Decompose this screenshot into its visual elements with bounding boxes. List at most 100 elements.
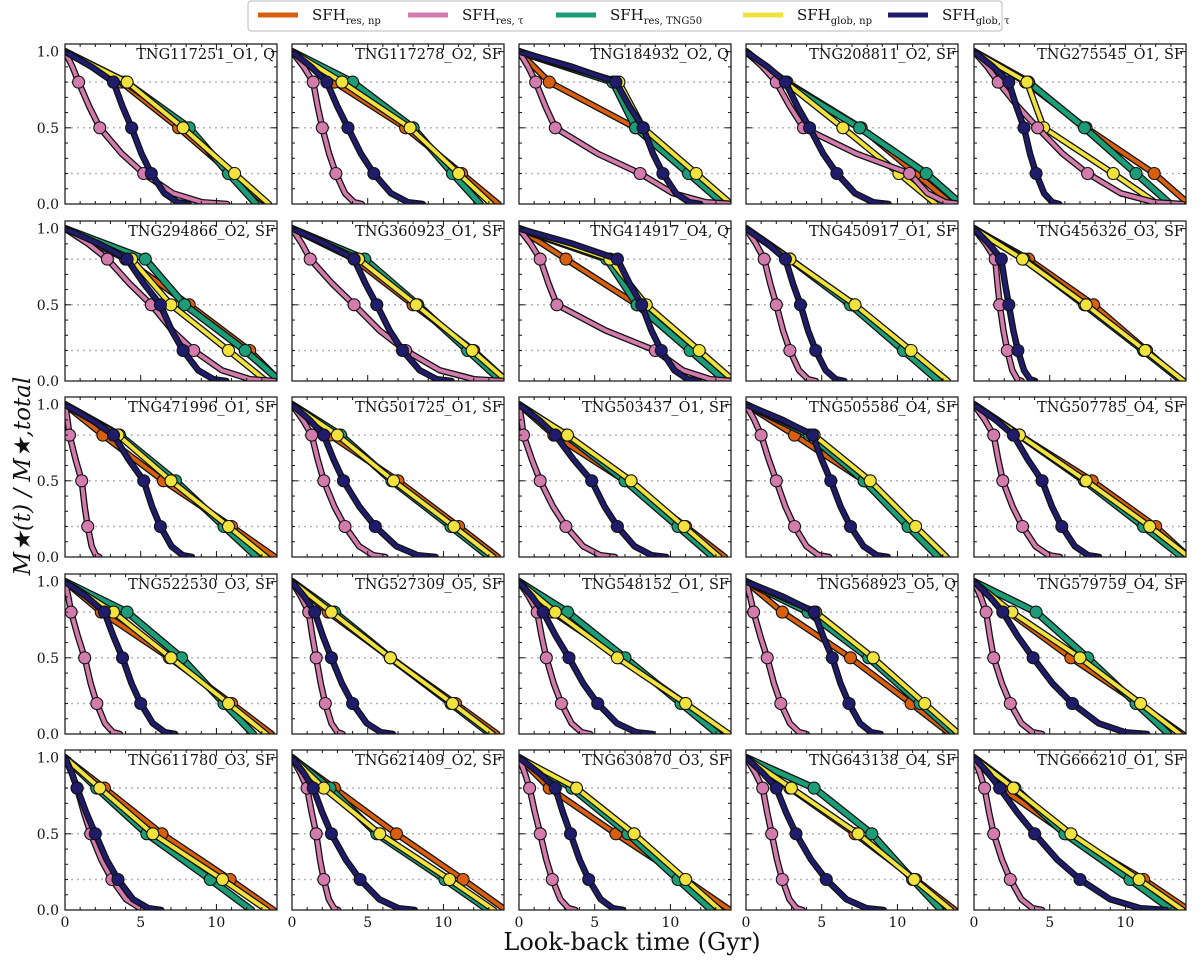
panel-25: TNG666210_O1, SF 0 5 10 — [970, 749, 1187, 931]
marker-res_tau — [317, 474, 331, 488]
series-group — [292, 47, 502, 204]
panel-22: TNG621409_O2, SF 0 5 10 — [288, 749, 505, 931]
marker-glob_tau — [1002, 75, 1016, 89]
series-line-glob_tau — [746, 49, 891, 204]
legend-label-sub: glob, np — [831, 16, 872, 27]
y-tick-label: 1.0 — [37, 45, 59, 61]
marker-glob_tau — [562, 651, 576, 665]
panel-9: TNG450917_O1, SF — [745, 220, 959, 382]
marker-res_tau — [306, 75, 320, 89]
marker-glob_tau — [153, 519, 167, 534]
marker-glob_np — [904, 343, 918, 358]
marker-res_tng — [807, 781, 821, 795]
marker-res_tng — [178, 298, 192, 312]
marker-res_tau — [987, 827, 1001, 841]
marker-glob_np — [836, 121, 850, 135]
legend-label-res_np: SFHres, np — [312, 6, 381, 27]
marker-res_tau — [559, 519, 573, 534]
marker-glob_np — [176, 121, 190, 135]
x-tick-label: 0 — [515, 915, 524, 931]
marker-glob_np — [1106, 166, 1120, 181]
legend-entry-glob_np: SFHglob, np — [743, 6, 872, 27]
marker-res_tau — [987, 428, 1001, 442]
marker-res_tau — [1031, 121, 1045, 135]
series-group — [292, 400, 502, 557]
axis-labels: Look-back time (Gyr) M★(t) / M★,total — [10, 377, 761, 956]
y-tick-label: 0.0 — [37, 197, 59, 213]
marker-glob_np — [1138, 343, 1152, 358]
marker-glob_np — [146, 827, 160, 841]
marker-glob_tau — [346, 696, 360, 711]
marker-glob_np — [1079, 298, 1093, 312]
panel-label: TNG568923_O5, Q — [817, 577, 956, 593]
series-line-res_tau — [974, 579, 1044, 734]
series-line-res_tau — [519, 579, 593, 734]
x-tick-label: 5 — [136, 915, 145, 931]
marker-glob_tau — [336, 474, 351, 488]
legend-label-res_tng: SFHres, TNG50 — [610, 6, 702, 27]
marker-glob_tau — [825, 651, 839, 665]
panel-6: TNG294866_O2, SF 0.0 0.5 1.0 — [37, 220, 278, 390]
marker-res_tau — [90, 696, 104, 711]
marker-glob_tau — [993, 781, 1007, 795]
series-line-glob_tau — [974, 226, 1038, 381]
marker-res_tau — [545, 872, 559, 887]
series-group — [65, 47, 273, 204]
marker-res_tau — [774, 696, 788, 711]
marker-glob_np — [866, 651, 880, 665]
series-line-res_tau — [519, 755, 578, 910]
legend-label-sub: res, np — [346, 16, 381, 27]
marker-glob_tau — [830, 166, 844, 181]
marker-glob_tau — [609, 75, 623, 89]
series-group — [65, 753, 277, 910]
series-line-res_tau — [65, 226, 277, 381]
marker-glob_tau — [1017, 121, 1031, 135]
marker-glob_np — [93, 781, 107, 795]
marker-res_tau — [72, 75, 86, 89]
marker-glob_np — [221, 343, 236, 358]
marker-res_tau — [519, 428, 531, 442]
marker-res_tau — [318, 696, 332, 711]
marker-glob_tau — [654, 343, 668, 358]
marker-glob_tau — [807, 605, 821, 619]
marker-glob_tau — [591, 696, 605, 711]
marker-glob_np — [851, 827, 865, 841]
marker-glob_np — [907, 872, 921, 887]
marker-glob_tau — [548, 428, 562, 442]
marker-glob_tau — [789, 827, 803, 841]
marker-glob_tau — [610, 252, 624, 266]
legend-label-base: SFH — [942, 6, 976, 24]
marker-res_tau — [315, 121, 329, 135]
marker-glob_tau — [1029, 166, 1043, 181]
panel-label: TNG450917_O1, SF — [809, 224, 956, 240]
y-tick-label: 1.0 — [37, 575, 59, 591]
series-group — [974, 753, 1186, 910]
panel-17: TNG527309_O5, SF — [291, 573, 505, 735]
marker-res_tau — [529, 75, 543, 89]
marker-res_tau — [317, 872, 331, 887]
panel-label: TNG643138_O4, SF — [809, 753, 956, 769]
panel-label: TNG456326_O3, SF — [1037, 224, 1184, 240]
marker-res_np — [775, 605, 789, 619]
marker-glob_tau — [1055, 519, 1069, 534]
marker-glob_tau — [636, 121, 650, 135]
marker-glob_np — [560, 428, 575, 442]
panel-label: TNG117251_O1, Q — [136, 47, 275, 63]
marker-glob_tau — [582, 872, 596, 887]
marker-res_tau — [81, 519, 95, 534]
series-line-glob_tau — [519, 755, 626, 910]
panel-label: TNG360923_O1, SF — [355, 224, 502, 240]
series-line-glob_tau — [65, 579, 178, 734]
series-group — [292, 753, 504, 910]
panel-18: TNG548152_O1, SF — [518, 573, 732, 735]
marker-res_tau — [329, 166, 343, 181]
x-tick-label: 5 — [817, 915, 826, 931]
marker-glob_np — [164, 474, 178, 488]
marker-res_tau — [978, 781, 992, 795]
series-line-glob_tau — [519, 49, 703, 204]
marker-glob_np — [330, 428, 344, 442]
series-line-glob_tau — [292, 49, 425, 204]
series-line-glob_tau — [746, 579, 883, 734]
marker-res_tau — [347, 298, 361, 312]
